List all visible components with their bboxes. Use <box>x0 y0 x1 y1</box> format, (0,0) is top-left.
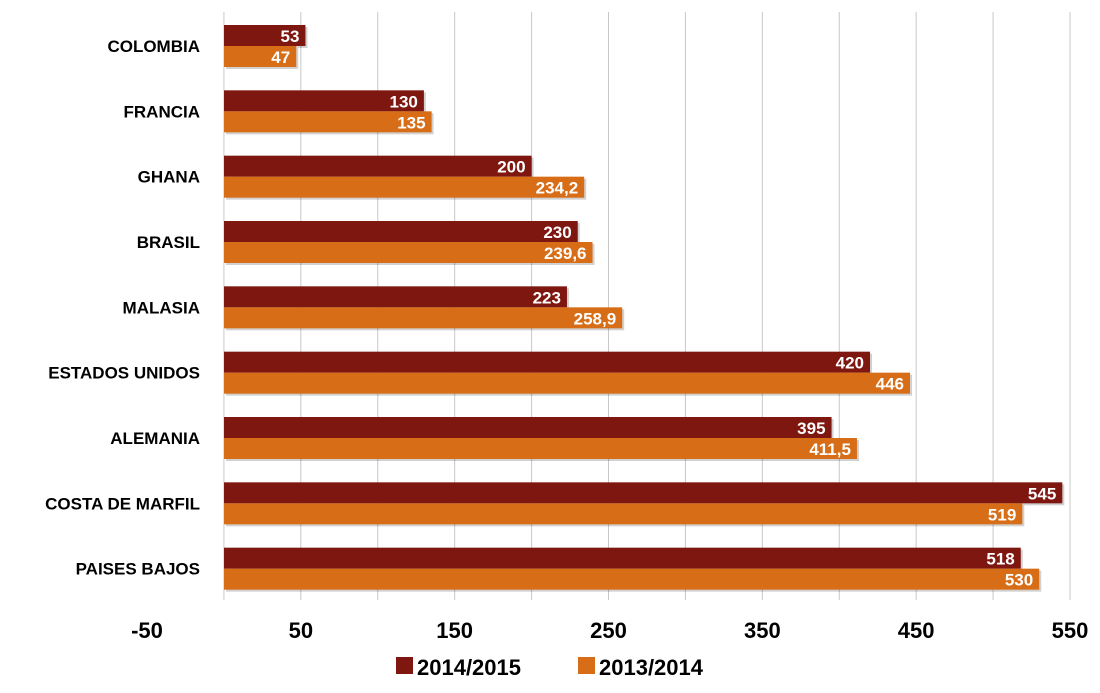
bar-2013-2014-ghana <box>224 176 585 198</box>
legend-swatch-2013-2014 <box>578 657 595 674</box>
x-tick-label: 450 <box>898 618 935 643</box>
data-label: 420 <box>836 354 864 373</box>
bar-2013-2014-brasil <box>224 242 593 263</box>
category-label-francia: FRANCIA <box>124 102 201 121</box>
x-tick-label: -50 <box>131 618 163 643</box>
x-tick-labels: -50 50 150 250 350 450 550 <box>131 618 1088 643</box>
data-label: 130 <box>390 92 418 111</box>
data-label: 258,9 <box>574 309 617 328</box>
category-label-alemania: ALEMANIA <box>110 429 200 448</box>
legend-swatch-2014-2015 <box>396 657 413 674</box>
bar-2013-2014-alemania <box>224 438 857 459</box>
bar-2013-2014-estados-unidos <box>224 372 911 394</box>
bar-2013-2014-colombia <box>224 46 297 67</box>
data-label: 230 <box>543 223 571 242</box>
category-label-malasia: MALASIA <box>123 298 200 317</box>
data-label: 446 <box>876 375 904 394</box>
bar-series: 53 47 130 135 200 234,2 230 239,6 223 258,9 420 446… <box>224 25 1065 592</box>
x-tick-label: 550 <box>1052 618 1089 643</box>
x-tick-label: 50 <box>289 618 313 643</box>
legend-label-2013-2014: 2013/2014 <box>599 655 704 680</box>
bar-2014-2015-estados-unidos <box>224 351 871 373</box>
category-label-colombia: COLOMBIA <box>107 37 200 56</box>
category-label-ghana: GHANA <box>138 168 200 187</box>
data-label: 411,5 <box>809 440 851 459</box>
bar-2014-2015-paises-bajos <box>224 547 1021 569</box>
x-tick-label: 350 <box>744 618 781 643</box>
data-label: 234,2 <box>536 179 579 198</box>
data-label: 47 <box>271 48 290 67</box>
bar-2014-2015-costa-de-marfil <box>224 482 1063 504</box>
bar-2013-2014-costa-de-marfil <box>224 503 1023 525</box>
data-label: 395 <box>797 419 825 438</box>
bar-2013-2014-paises-bajos <box>224 568 1040 590</box>
bar-2013-2014-francia <box>224 111 432 133</box>
data-label: 135 <box>397 113 425 132</box>
category-label-brasil: BRASIL <box>137 233 200 252</box>
data-label: 223 <box>533 288 561 307</box>
category-label-paises-bajos: PAISES BAJOS <box>76 560 200 579</box>
data-label: 545 <box>1028 484 1056 503</box>
data-label: 519 <box>988 505 1016 524</box>
data-label: 518 <box>986 550 1014 569</box>
bar-2014-2015-alemania <box>224 417 832 438</box>
bar-2014-2015-malasia <box>224 286 567 308</box>
bar-2014-2015-colombia <box>224 25 306 46</box>
data-label: 239,6 <box>544 244 587 263</box>
bar-2013-2014-malasia <box>224 307 623 329</box>
bar-2014-2015-francia <box>224 90 424 112</box>
legend-label-2014-2015: 2014/2015 <box>417 655 521 680</box>
data-label: 53 <box>281 27 300 46</box>
data-label: 530 <box>1005 571 1033 590</box>
category-label-estados-unidos: ESTADOS UNIDOS <box>48 364 200 383</box>
x-tick-label: 150 <box>436 618 473 643</box>
category-labels: COLOMBIA FRANCIA GHANA BRASIL MALASIA ESTADOS… <box>45 37 200 579</box>
data-label: 200 <box>497 158 525 177</box>
bar-2014-2015-brasil <box>224 221 578 242</box>
legend: 2014/2015 2013/2014 <box>396 655 704 680</box>
category-label-costa-de-marfil: COSTA DE MARFIL <box>45 494 200 513</box>
bar-2014-2015-ghana <box>224 155 532 177</box>
x-tick-label: 250 <box>590 618 627 643</box>
